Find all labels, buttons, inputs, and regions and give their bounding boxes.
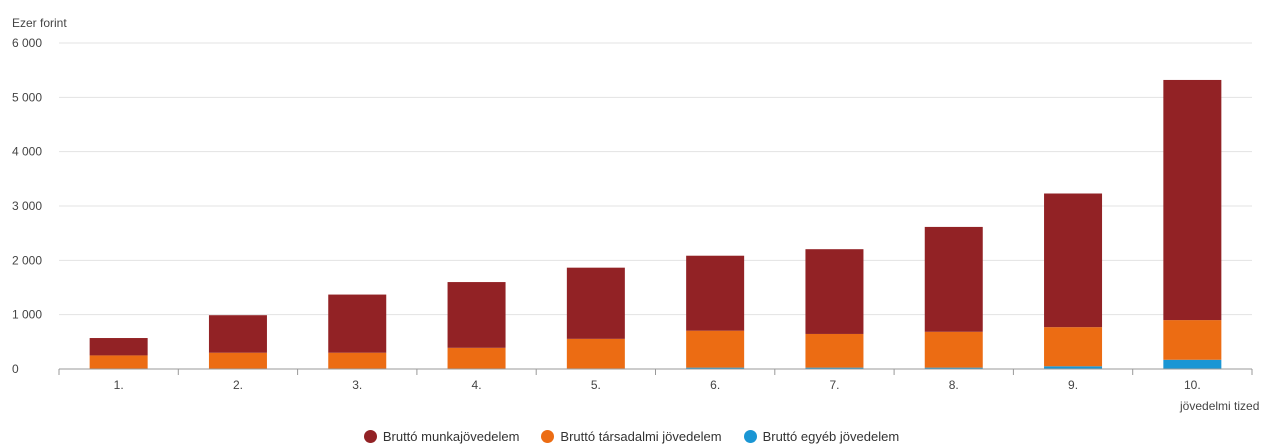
- x-tick-label: 9.: [1068, 378, 1078, 392]
- bar-segment: [566, 338, 625, 369]
- y-tick-label: 6 000: [12, 36, 42, 50]
- legend-item: Bruttó társadalmi jövedelem: [541, 428, 722, 444]
- stacked-bar-chart: Ezer forint 1. 2. 3. 4. 5. 6. 7. 8. 9. 10. 0 1 000…: [12, 16, 1259, 413]
- bar-segment: [924, 226, 983, 332]
- bar-segment: [566, 267, 625, 339]
- y-tick-label: 3 000: [12, 199, 42, 213]
- bar-segment: [924, 367, 983, 369]
- bar-segment: [447, 282, 506, 348]
- legend-swatch: [363, 429, 377, 443]
- bar-segment: [208, 352, 267, 369]
- legend-item: Bruttó egyéb jövedelem: [743, 428, 900, 444]
- bar-segment: [805, 367, 864, 369]
- bar-segment: [1163, 79, 1222, 321]
- bar-segment: [686, 330, 745, 368]
- bars: [89, 79, 1222, 369]
- x-tick-label: 1.: [114, 378, 124, 392]
- bar-segment: [1163, 320, 1222, 360]
- bar-segment: [89, 338, 148, 356]
- y-tick-label: 1 000: [12, 308, 42, 322]
- y-tick-label: 0: [12, 362, 19, 376]
- x-tick-label: 6.: [710, 378, 720, 392]
- bar-segment: [89, 355, 148, 369]
- x-axis-title: jövedelmi tized: [1179, 399, 1259, 413]
- x-tick-label: 2.: [233, 378, 243, 392]
- bar-segment: [328, 352, 387, 369]
- legend-swatch: [541, 429, 555, 443]
- bar-segment: [1163, 359, 1222, 369]
- legend-label: Bruttó munkajövedelem: [382, 428, 520, 444]
- y-tick-label: 4 000: [12, 145, 42, 159]
- bar-segment: [686, 255, 745, 331]
- bar-segment: [208, 315, 267, 353]
- x-tick-label: 8.: [949, 378, 959, 392]
- bar-segment: [328, 294, 387, 353]
- bar-segment: [447, 347, 506, 369]
- y-axis-title: Ezer forint: [12, 16, 67, 30]
- y-axis: 0 1 000 2 000 3 000 4 000 5 000 6 000: [12, 36, 42, 376]
- x-tick-label: 5.: [591, 378, 601, 392]
- bar-segment: [805, 249, 864, 334]
- legend-label: Bruttó társadalmi jövedelem: [560, 428, 722, 444]
- x-tick-label: 3.: [352, 378, 362, 392]
- bar-segment: [686, 367, 745, 369]
- legend: Bruttó munkajövedelem Bruttó társadalmi j…: [0, 428, 1263, 444]
- x-tick-label: 4.: [472, 378, 482, 392]
- legend-swatch: [743, 429, 757, 443]
- legend-item: Bruttó munkajövedelem: [363, 428, 520, 444]
- x-axis: 1. 2. 3. 4. 5. 6. 7. 8. 9. 10.: [58, 368, 1253, 392]
- bar-segment: [1044, 193, 1103, 328]
- bar-segment: [924, 331, 983, 368]
- bar-segment: [805, 333, 864, 368]
- y-tick-label: 2 000: [12, 253, 42, 267]
- y-tick-label: 5 000: [12, 90, 42, 104]
- x-tick-label: 7.: [829, 378, 839, 392]
- legend-label: Bruttó egyéb jövedelem: [762, 428, 900, 444]
- bar-segment: [1044, 366, 1103, 369]
- bar-segment: [1044, 327, 1103, 367]
- x-tick-label: 10.: [1184, 378, 1201, 392]
